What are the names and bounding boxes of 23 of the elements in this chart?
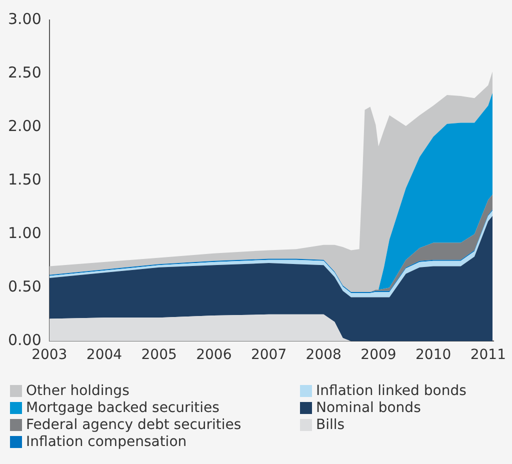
x-tick-label: 2011: [470, 347, 506, 364]
legend-label: Nominal bonds: [316, 400, 421, 416]
y-tick-label: 3.00: [8, 10, 42, 28]
x-tick-label: 2003: [32, 347, 68, 364]
x-tick-label: 2005: [141, 347, 177, 364]
legend-label: Bills: [316, 416, 345, 432]
y-tick-label: 2.50: [8, 63, 42, 82]
x-tick-label: 2007: [250, 347, 287, 364]
x-tick-label: 2010: [415, 347, 452, 364]
legend-label: Inflation linked bonds: [316, 382, 466, 398]
y-tick-label: 1.50: [8, 170, 42, 188]
legend-label: Mortgage backed securities: [26, 400, 220, 416]
x-tick-label: 2004: [86, 347, 122, 364]
y-tick-label: 1.00: [8, 224, 42, 242]
x-tick-label: 2009: [360, 347, 396, 364]
y-tick-label: 0.00: [8, 331, 42, 350]
y-tick-label: 0.50: [8, 278, 42, 296]
x-tick-label: 2008: [306, 347, 342, 364]
legend-label: Inflation compensation: [26, 434, 187, 450]
legend-label: Other holdings: [26, 382, 130, 398]
x-tick-label: 2006: [196, 347, 232, 364]
y-tick-label: 2.00: [8, 116, 42, 135]
legend-label: Federal agency debt securities: [26, 416, 242, 432]
